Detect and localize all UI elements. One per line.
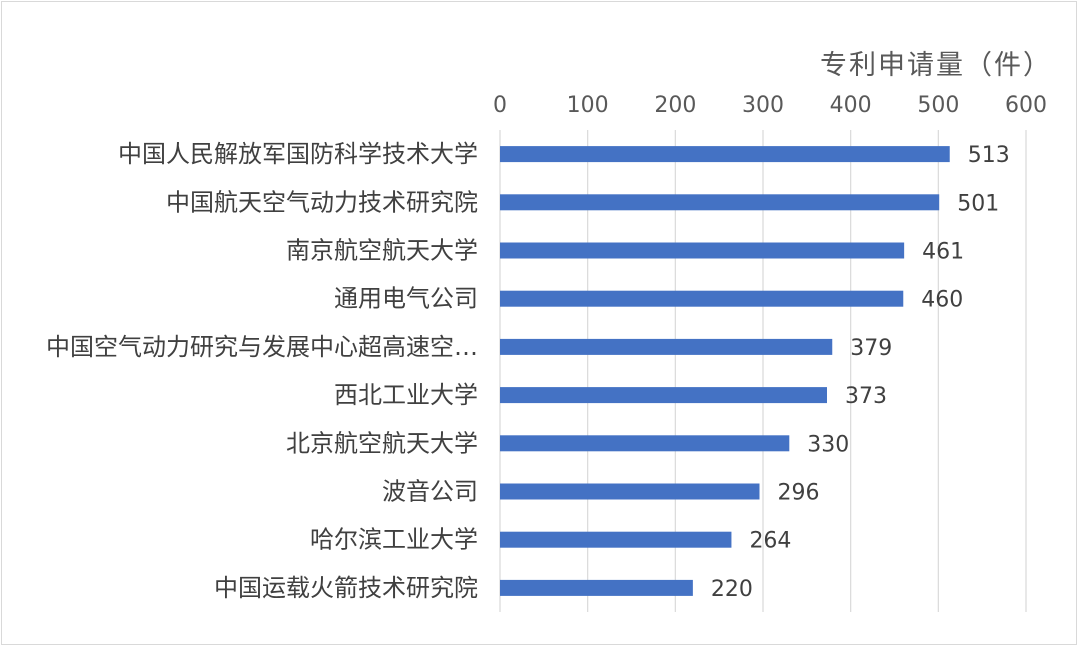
data-label: 220 xyxy=(711,577,753,602)
category-label: 中国人民解放军国防科学技术大学 xyxy=(118,140,478,168)
category-label: 中国空气动力研究与发展中心超高速空… xyxy=(46,333,478,361)
category-label: 哈尔滨工业大学 xyxy=(310,526,478,554)
category-label: 中国运载火箭技术研究院 xyxy=(214,574,478,602)
gridlines xyxy=(499,130,1027,612)
category-label: 中国航天空气动力技术研究院 xyxy=(166,188,478,216)
data-labels: 513 501 461 460 379 373 330 296 264 220 xyxy=(711,143,1010,602)
data-label: 513 xyxy=(968,143,1010,168)
bar xyxy=(500,531,732,548)
category-label: 波音公司 xyxy=(382,478,478,506)
data-label: 460 xyxy=(921,288,963,313)
x-tick-labels: 0 100 200 300 400 500 600 xyxy=(493,93,1047,118)
bar xyxy=(500,579,693,596)
category-label: 南京航空航天大学 xyxy=(286,237,478,265)
data-label: 501 xyxy=(957,191,999,216)
data-label: 379 xyxy=(850,336,892,361)
x-tick-label: 500 xyxy=(917,93,959,118)
bar xyxy=(500,146,950,163)
x-tick-label: 400 xyxy=(830,93,872,118)
x-tick-label: 300 xyxy=(742,93,784,118)
category-label: 西北工业大学 xyxy=(334,381,478,409)
data-label: 330 xyxy=(807,432,849,457)
bar xyxy=(500,338,833,355)
x-tick-label: 200 xyxy=(654,93,696,118)
bars xyxy=(500,146,950,596)
category-label: 通用电气公司 xyxy=(334,285,478,313)
bar xyxy=(500,242,905,259)
data-label: 373 xyxy=(845,384,887,409)
category-labels: 中国人民解放军国防科学技术大学中国航天空气动力技术研究院南京航空航天大学通用电气… xyxy=(46,140,478,602)
data-label: 264 xyxy=(749,529,791,554)
category-label: 北京航空航天大学 xyxy=(286,429,478,457)
x-tick-label: 600 xyxy=(1005,93,1047,118)
x-tick-label: 0 xyxy=(493,93,507,118)
x-axis-title: 专利申请量（件） xyxy=(820,50,1052,81)
bar xyxy=(500,483,760,500)
data-label: 296 xyxy=(777,481,819,506)
x-tick-label: 100 xyxy=(567,93,609,118)
bar xyxy=(500,387,827,404)
bar xyxy=(500,435,790,452)
bar xyxy=(500,194,940,211)
data-label: 461 xyxy=(922,240,964,265)
bar xyxy=(500,290,904,307)
